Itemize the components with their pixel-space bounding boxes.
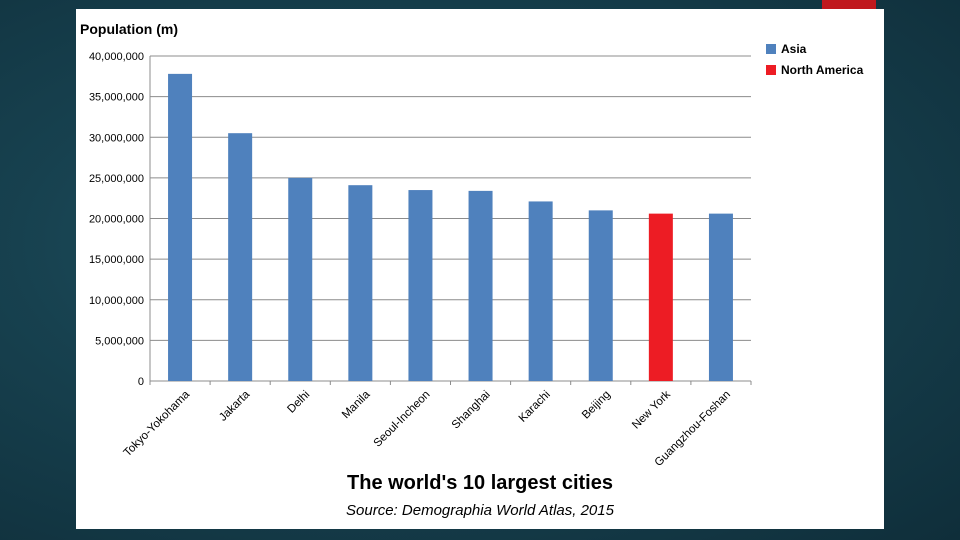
x-tick-label: Beijing <box>580 389 613 422</box>
x-tick-label: Delhi <box>285 389 312 416</box>
bar-chart: Population (m) 0 5,000,000 10,000,000 15,00… <box>80 21 752 469</box>
x-tick-label: Manila <box>340 388 373 421</box>
y-tick-label: 0 <box>138 376 144 388</box>
bar <box>468 190 493 381</box>
x-tick-label: New York <box>630 388 673 431</box>
bar <box>228 133 253 381</box>
legend-swatch-asia <box>766 43 776 54</box>
y-tick-label: 40,000,000 <box>89 51 144 63</box>
y-tick-label: 30,000,000 <box>89 132 144 144</box>
y-tick-label: 10,000,000 <box>89 295 144 307</box>
accent-tab <box>822 0 876 9</box>
y-tick-label: 35,000,000 <box>89 92 144 104</box>
y-tick-label: 25,000,000 <box>89 173 144 185</box>
y-axis-title: Population (m) <box>80 21 178 37</box>
bar <box>168 73 193 381</box>
bar <box>648 213 673 381</box>
bar <box>588 210 613 381</box>
legend-label-asia: Asia <box>781 41 807 56</box>
x-tick-label: Jakarta <box>217 388 253 424</box>
bar <box>528 201 553 381</box>
y-tick-label: 15,000,000 <box>89 254 144 266</box>
x-tick-label: Tokyo-Yokohama <box>122 388 193 459</box>
x-tick-label: Karachi <box>517 389 553 425</box>
legend-item-north-america: North America <box>766 59 863 80</box>
x-tick-label: Seoul-Incheon <box>372 389 433 450</box>
y-tick-label: 20,000,000 <box>89 214 144 226</box>
legend-label-north-america: North America <box>781 62 864 77</box>
chart-subtitle: Source: Demographia World Atlas, 2015 <box>346 502 614 519</box>
chart-slide: Population (m) 0 5,000,000 10,000,000 15,00… <box>76 9 884 529</box>
bar <box>288 177 313 381</box>
x-tick-label: Shanghai <box>450 389 493 432</box>
legend-swatch-north-america <box>766 64 776 75</box>
bar <box>348 185 373 381</box>
legend-item-asia: Asia <box>766 38 863 59</box>
bar <box>408 190 433 381</box>
bar <box>708 213 733 381</box>
chart-title: The world's 10 largest cities <box>347 472 613 494</box>
legend: Asia North America <box>766 38 863 80</box>
y-tick-label: 5,000,000 <box>95 335 144 347</box>
